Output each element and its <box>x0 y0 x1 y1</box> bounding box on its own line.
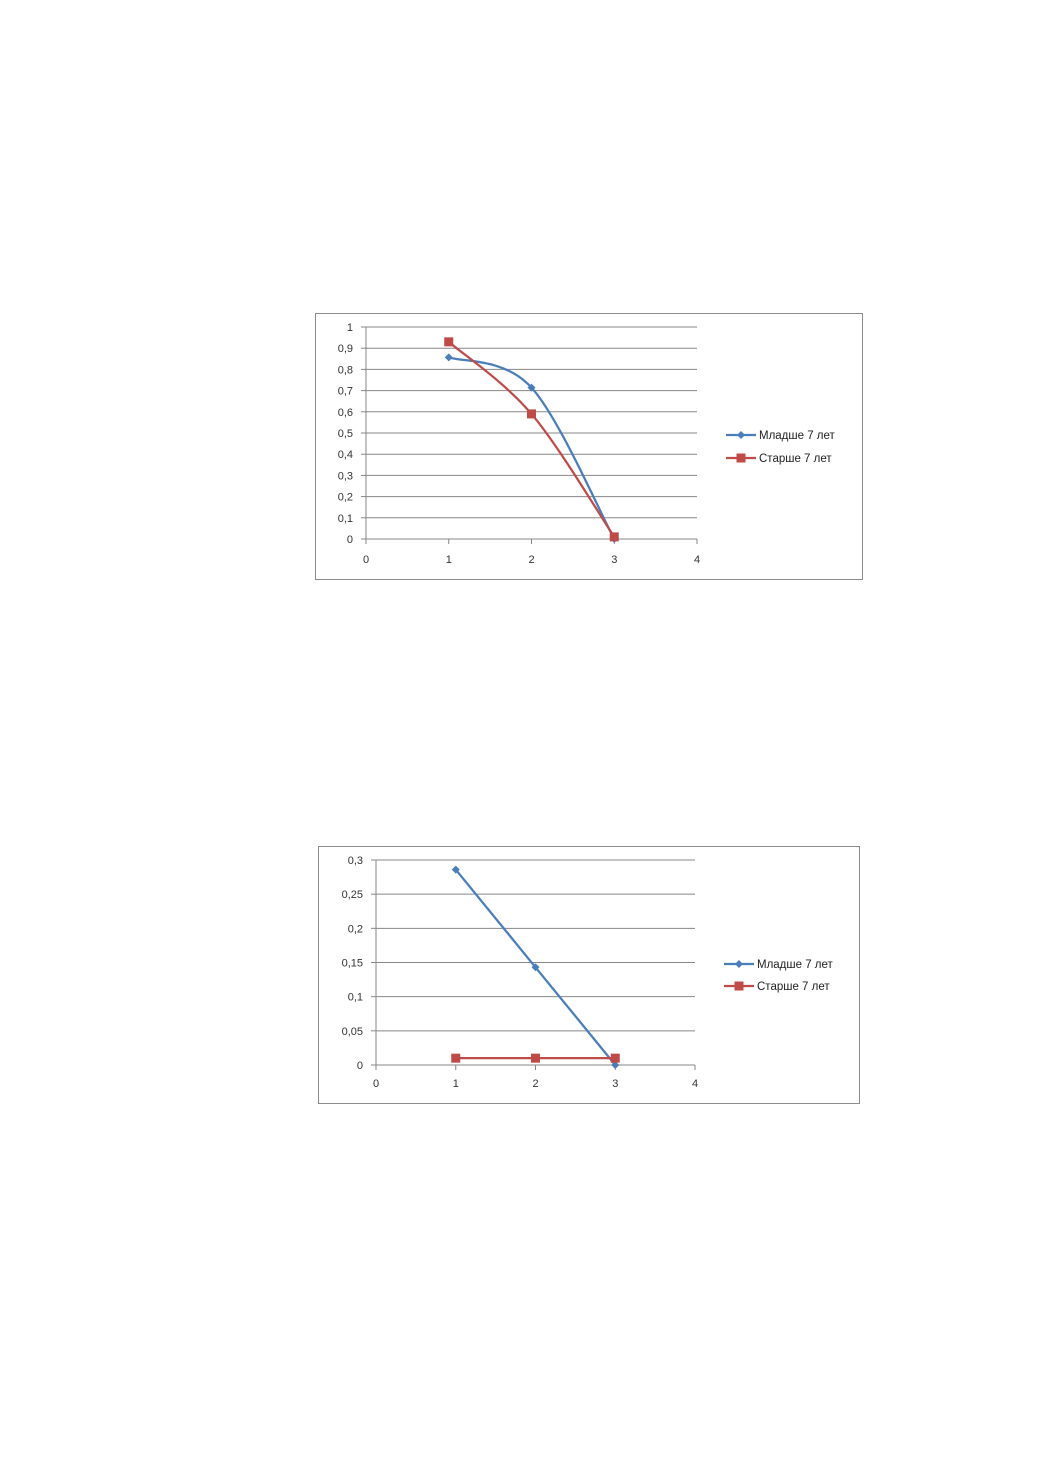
y-tick-label: 0,8 <box>338 364 353 376</box>
y-tick-label: 0,3 <box>348 855 363 867</box>
y-tick-label: 0,1 <box>348 992 363 1004</box>
series-2-point-2 <box>531 1053 540 1063</box>
y-tick-label: 0,2 <box>338 492 353 504</box>
y-tick-label: 0,4 <box>338 449 353 461</box>
series-2-point-3 <box>610 1053 620 1063</box>
y-tick-label: 0,6 <box>338 407 353 419</box>
y-tick-label: 0 <box>357 1060 363 1072</box>
chart-1: 0 0,1 0,2 0,3 0,4 0,5 0,6 0,7 0,8 0,9 1 0 1 2 3 4 Младше… <box>315 313 863 580</box>
legend-label-2: Старше 7 лет <box>759 453 832 465</box>
y-tick-label: 0,3 <box>338 470 353 482</box>
chart-svg: 0 0,1 0,2 0,3 0,4 0,5 0,6 0,7 0,8 0,9 1 0 1 2 3 4 Младше… <box>338 322 836 566</box>
series-2-point-1 <box>451 1053 461 1063</box>
series-1-point-1 <box>444 353 453 362</box>
x-tick-label: 3 <box>612 1078 618 1090</box>
y-tick-label: 0,25 <box>342 889 363 901</box>
x-tick-label: 3 <box>611 554 617 566</box>
y-tick-label: 0,9 <box>338 343 353 355</box>
chart-2: 0 0,05 0,1 0,15 0,2 0,25 0,3 0 1 2 3 4 Младше 7 лет С… <box>318 846 860 1104</box>
x-tick-label: 0 <box>363 554 369 566</box>
x-tick-label: 2 <box>532 1078 538 1090</box>
y-tick-label: 1 <box>347 322 353 334</box>
y-tick-label: 0,05 <box>342 1026 363 1038</box>
series-1-point-3 <box>611 1061 620 1069</box>
y-tick-label: 0,2 <box>348 923 363 935</box>
x-tick-label: 1 <box>453 1078 459 1090</box>
series-line-2 <box>448 340 616 538</box>
series-1-point-1 <box>451 865 460 874</box>
y-tick-label: 0,15 <box>342 958 363 970</box>
series-1-point-2 <box>527 383 536 392</box>
legend-label-1: Младше 7 лет <box>759 430 836 442</box>
x-tick-label: 4 <box>694 554 700 566</box>
x-tick-label: 2 <box>528 554 534 566</box>
x-tick-label: 4 <box>692 1078 698 1090</box>
x-tick-label: 0 <box>373 1078 379 1090</box>
series-2-point-3 <box>609 532 619 542</box>
legend-label-2: Старше 7 лет <box>757 981 830 993</box>
y-tick-label: 0 <box>347 534 353 546</box>
y-tick-label: 0,1 <box>338 513 353 525</box>
x-tick-label: 1 <box>446 554 452 566</box>
legend-marker-2 <box>734 981 744 991</box>
legend-label-1: Младше 7 лет <box>757 959 834 971</box>
y-tick-label: 0,5 <box>338 428 353 440</box>
series-2-point-2 <box>527 409 536 419</box>
legend-marker-1 <box>737 431 745 439</box>
chart-svg: 0 0,05 0,1 0,15 0,2 0,25 0,3 0 1 2 3 4 Младше 7 лет С… <box>342 855 834 1090</box>
y-tick-label: 0,7 <box>338 386 353 398</box>
legend-marker-2 <box>736 453 746 463</box>
series-1-point-2 <box>531 963 540 972</box>
legend-marker-1 <box>735 960 743 968</box>
series-2-point-1 <box>444 337 454 347</box>
